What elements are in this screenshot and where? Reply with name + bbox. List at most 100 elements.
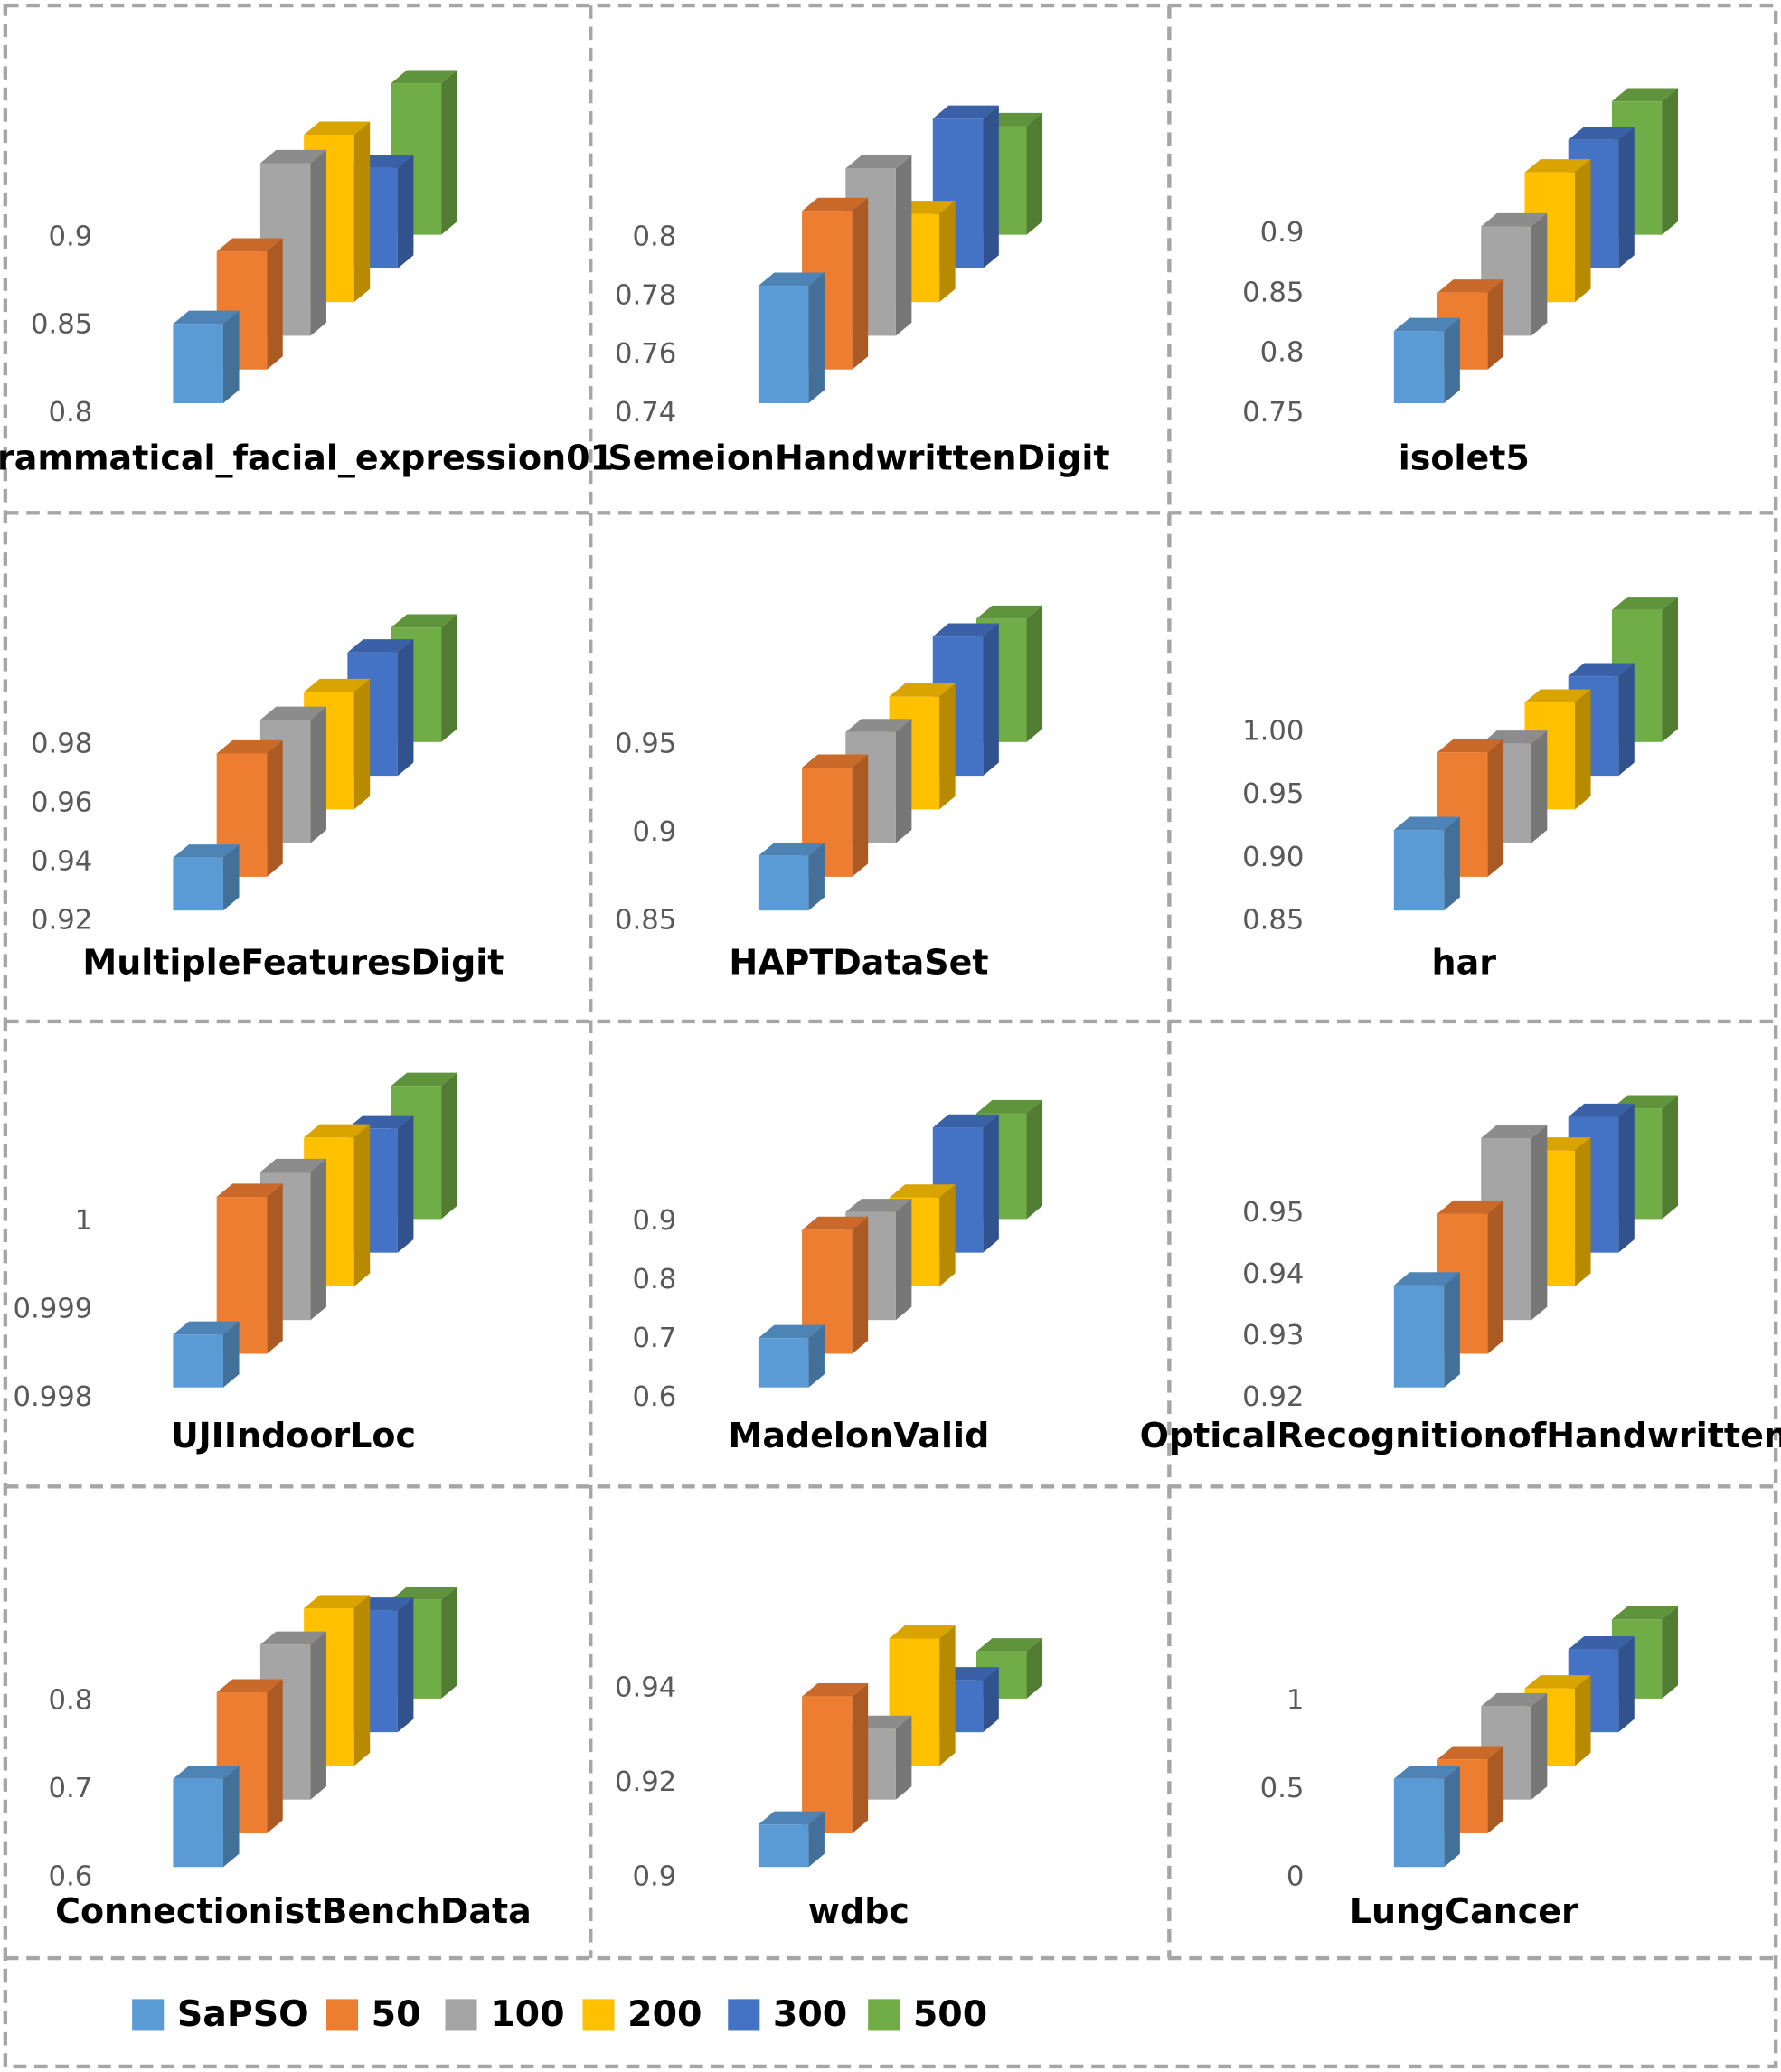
bar-top [1437, 1746, 1504, 1760]
bar-top [845, 1199, 912, 1212]
bar-top [758, 272, 825, 287]
bar-side [267, 1679, 283, 1833]
bar-side [808, 1811, 825, 1868]
bar-top [1437, 739, 1504, 753]
bar-side [397, 1115, 414, 1253]
outer-frame [3, 3, 1778, 2069]
legend-swatch [325, 1999, 359, 2031]
legend-label: SaPSO [177, 1993, 309, 2035]
legend-swatch [445, 1999, 477, 2031]
bar-top [889, 1184, 956, 1198]
bar-top [1611, 88, 1679, 102]
legend-swatch [582, 1999, 615, 2031]
y-tick-label: 0.74 [615, 397, 676, 429]
y-tick-label: 1 [75, 1205, 93, 1237]
y-tick-label: 0.7 [632, 1323, 676, 1354]
bar-side [310, 706, 326, 843]
bar [173, 1334, 223, 1388]
bar-side [1487, 279, 1504, 370]
y-tick-label: 0.998 [13, 1381, 92, 1413]
y-tick-label: 0.85 [31, 309, 92, 341]
chart-title: grammatical_facial_expression01 [0, 438, 614, 477]
bar-side [222, 1321, 240, 1388]
y-tick-label: 0.95 [1242, 1197, 1304, 1229]
legend-label: 50 [372, 1993, 421, 2035]
bar-side [852, 197, 869, 370]
bar [1393, 331, 1445, 403]
y-tick-label: 0.9 [1260, 217, 1305, 249]
bar-side [939, 683, 956, 810]
bar-top [391, 1587, 457, 1600]
bar-side [441, 70, 457, 235]
y-tick-label: 0.8 [49, 1685, 93, 1717]
bar-side [895, 1199, 912, 1321]
bar-side [1618, 663, 1635, 777]
bar-top [259, 149, 326, 164]
bar-side [895, 155, 912, 336]
bar-side [1531, 212, 1548, 336]
chart-title: LungCancer [1350, 1891, 1578, 1931]
y-tick-label: 0 [1286, 1860, 1305, 1892]
bar-top [216, 739, 283, 754]
y-tick-label: 0.98 [31, 728, 92, 759]
bar-top [1524, 159, 1591, 173]
bar-side [1531, 1125, 1548, 1321]
bar-top [173, 1766, 240, 1779]
bar-side [1444, 1272, 1460, 1388]
bar-top [975, 605, 1043, 619]
y-tick-label: 0.8 [49, 397, 93, 429]
y-tick-label: 1.00 [1242, 716, 1304, 748]
bar-side [939, 1625, 956, 1766]
bar-top [1393, 1766, 1460, 1779]
bar-top [802, 197, 869, 212]
y-tick-label: 0.92 [31, 904, 92, 936]
y-tick-label: 0.6 [632, 1381, 676, 1413]
y-tick-label: 0.75 [1242, 397, 1304, 429]
bar-side [1487, 739, 1504, 877]
bar-top [758, 843, 825, 856]
bar [1393, 1778, 1445, 1868]
bar-top [1524, 689, 1591, 703]
bar-top [802, 754, 869, 768]
bar [1393, 830, 1445, 911]
bar-side [1575, 1137, 1591, 1286]
legend-label: 500 [913, 1993, 987, 2035]
bar-side [1662, 1606, 1679, 1699]
bar-top [216, 238, 283, 252]
legend-swatch [868, 1999, 900, 2031]
chart-title: MultipleFeaturesDigit [82, 943, 504, 983]
bar-side [1444, 816, 1460, 911]
y-tick-label: 0.9 [49, 221, 93, 252]
bar-side [983, 105, 999, 268]
bar-side [1026, 112, 1043, 235]
bar-top [1393, 317, 1460, 332]
bar-side [1487, 1746, 1504, 1833]
bar-side [310, 1631, 326, 1800]
bar-top [1568, 663, 1635, 677]
chart-title: MadelonValid [729, 1416, 990, 1455]
y-tick-label: 0.8 [632, 1264, 676, 1295]
bar-top [216, 1183, 283, 1198]
bar-side [441, 1587, 457, 1699]
bar-top [1437, 279, 1504, 293]
bar-top [304, 678, 371, 692]
bar-side [1618, 1103, 1635, 1253]
bar-top [845, 719, 912, 732]
bar-side [353, 1595, 371, 1766]
y-tick-label: 0.6 [49, 1860, 93, 1892]
bar-top [259, 1158, 326, 1173]
bar-side [222, 1766, 240, 1868]
bar-top [391, 614, 457, 628]
bar-side [808, 843, 825, 911]
bar [173, 857, 223, 911]
bar-top [802, 1682, 869, 1697]
chart-title: wdbc [808, 1891, 909, 1931]
y-tick-label: 0.96 [31, 786, 92, 818]
bar-side [353, 1124, 371, 1286]
bar-top [259, 706, 326, 720]
bar-side [983, 1667, 999, 1733]
y-tick-label: 0.92 [1242, 1381, 1304, 1413]
chart-title: isolet5 [1399, 438, 1530, 477]
bar-side [939, 1184, 956, 1286]
